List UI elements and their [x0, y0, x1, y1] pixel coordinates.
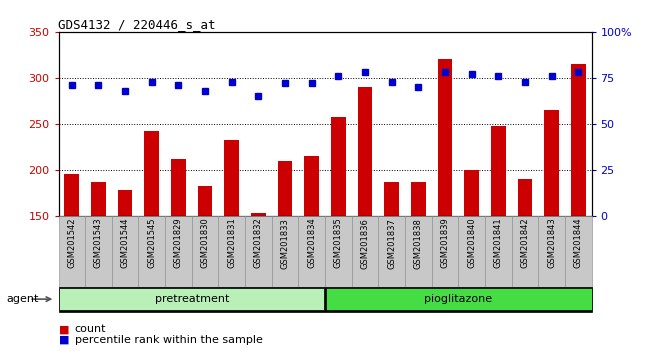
Bar: [198, 187, 213, 216]
Text: GSM201844: GSM201844: [574, 218, 582, 268]
Text: GSM201837: GSM201837: [387, 218, 396, 269]
Text: GSM201843: GSM201843: [547, 218, 556, 268]
Bar: [411, 182, 426, 216]
Bar: [571, 64, 586, 216]
Bar: [118, 190, 133, 216]
Bar: [358, 87, 372, 216]
Bar: [171, 159, 186, 216]
Text: ■: ■: [58, 324, 69, 334]
Bar: [517, 179, 532, 216]
Bar: [144, 131, 159, 216]
Text: pretreatment: pretreatment: [155, 294, 229, 304]
Bar: [491, 126, 506, 216]
Text: GSM201832: GSM201832: [254, 218, 263, 268]
Text: GSM201829: GSM201829: [174, 218, 183, 268]
Bar: [224, 141, 239, 216]
Text: GSM201840: GSM201840: [467, 218, 476, 268]
Bar: [278, 161, 292, 216]
Bar: [544, 110, 559, 216]
Bar: [64, 173, 79, 216]
Bar: [331, 118, 346, 216]
Text: GSM201543: GSM201543: [94, 218, 103, 268]
Text: GDS4132 / 220446_s_at: GDS4132 / 220446_s_at: [58, 18, 216, 31]
Text: ■: ■: [58, 335, 69, 345]
Text: GSM201838: GSM201838: [414, 218, 422, 269]
Bar: [91, 182, 106, 216]
Text: GSM201544: GSM201544: [121, 218, 129, 268]
Text: pioglitazone: pioglitazone: [424, 294, 492, 304]
Text: percentile rank within the sample: percentile rank within the sample: [75, 335, 263, 345]
Text: agent: agent: [6, 294, 39, 304]
Text: GSM201835: GSM201835: [334, 218, 343, 268]
Text: GSM201833: GSM201833: [281, 218, 289, 269]
Text: GSM201542: GSM201542: [68, 218, 76, 268]
Text: GSM201831: GSM201831: [227, 218, 236, 268]
Bar: [304, 156, 319, 216]
Text: count: count: [75, 324, 106, 334]
Text: GSM201545: GSM201545: [148, 218, 156, 268]
Bar: [464, 170, 479, 216]
Bar: [251, 213, 266, 216]
Text: GSM201834: GSM201834: [307, 218, 316, 268]
Bar: [384, 182, 399, 216]
Text: GSM201839: GSM201839: [441, 218, 449, 268]
Text: GSM201830: GSM201830: [201, 218, 209, 268]
Bar: [437, 59, 452, 216]
Text: GSM201842: GSM201842: [521, 218, 529, 268]
Text: GSM201836: GSM201836: [361, 218, 369, 269]
Text: GSM201841: GSM201841: [494, 218, 502, 268]
